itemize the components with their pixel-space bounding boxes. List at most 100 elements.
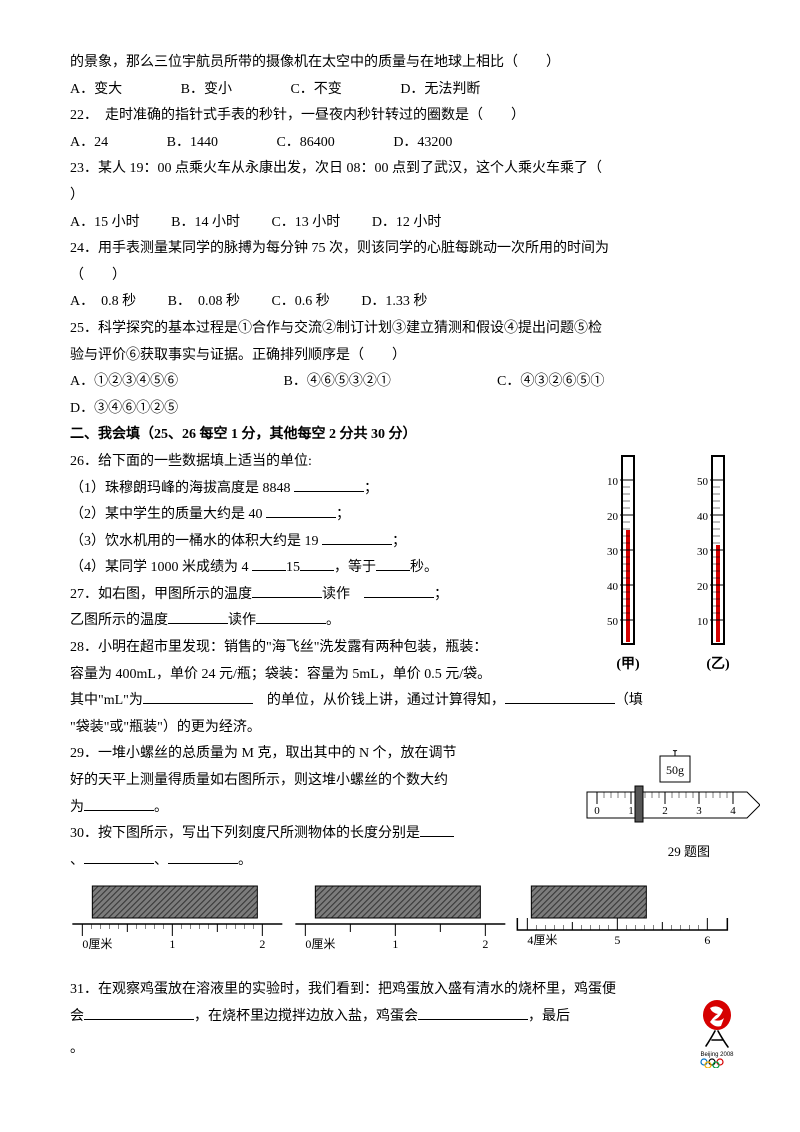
q21-stem: 的景象，那么三位宇航员所带的摄像机在太空中的质量与在地球上相比（ ）: [70, 50, 730, 77]
svg-text:0: 0: [594, 805, 600, 817]
q25-opt-c: C．④③②⑥⑤①: [497, 369, 604, 396]
q27-b: 读作: [322, 587, 364, 602]
q26-l2a: （2）某中学生的质量大约是 40: [70, 507, 266, 522]
svg-text:1: 1: [392, 937, 398, 951]
thermo-yi: 50 40 30 20 10: [697, 456, 724, 644]
svg-text:5: 5: [615, 933, 621, 947]
q23-options: A．15 小时 B．14 小时 C．13 小时 D．12 小时: [70, 210, 730, 237]
q26-line2: （2）某中学生的质量大约是 40 ；: [70, 502, 560, 529]
q24-stem1: 24．用手表测量某同学的脉搏为每分钟 75 次，则该同学的心脏每跳动一次所用的时…: [70, 236, 730, 263]
q28-line3: 其中"mL"为 的单位，从价钱上讲，通过计算得知， （填: [70, 688, 730, 715]
svg-text:(甲): (甲): [616, 656, 640, 672]
q24-opt-b: B． 0.08 秒: [168, 289, 240, 316]
q29-line3: 为。: [70, 795, 550, 822]
q23-opt-a: A．15 小时: [70, 210, 140, 237]
blank: [294, 477, 364, 492]
q26-line1: （1）珠穆朗玛峰的海拔高度是 8848 ；: [70, 476, 560, 503]
q22-stem: 22． 走时准确的指针式手表的秒针，一昼夜内秒针转过的圈数是（ ）: [70, 103, 730, 130]
blank: [322, 530, 392, 545]
q28-line1: 28．小明在超市里发现：销售的"海飞丝"洗发露有两种包装，瓶装：: [70, 635, 560, 662]
q24-options: A． 0.8 秒 B． 0.08 秒 C．0.6 秒 D．1.33 秒: [70, 289, 730, 316]
thermo-jia: 10 20 30 40 50: [607, 456, 634, 644]
q22-opt-b: B．1440: [167, 130, 218, 157]
svg-text:0厘米: 0厘米: [82, 937, 112, 951]
svg-text:4: 4: [730, 805, 736, 817]
q21-opt-d: D．无法判断: [400, 77, 480, 104]
q27-c: ；: [434, 587, 448, 602]
q23-stem2: ）: [70, 183, 730, 210]
q26-l4b: 15: [286, 560, 300, 575]
section2-title: 二、我会填（25、26 每空 1 分，其他每空 2 分共 30 分）: [70, 422, 730, 449]
balance-label: 29 题图: [668, 840, 710, 865]
q31-c: ，在烧杯里边搅拌边放入盐，鸡蛋会: [194, 1009, 418, 1024]
q26-l1a: （1）珠穆朗玛峰的海拔高度是 8848: [70, 481, 294, 496]
q28-c: 其中"mL"为: [70, 693, 143, 708]
q31-line2: 会 ，在烧杯里边搅拌边放入盐，鸡蛋会 ，最后: [70, 1004, 730, 1031]
q29-d: 。: [154, 800, 168, 815]
q23-stem1: 23．某人 19：00 点乘火车从永康出发，次日 08：00 点到了武汉，这个人…: [70, 156, 730, 183]
q26-line3: （3）饮水机用的一桶水的体积大约是 19 ；: [70, 529, 560, 556]
q31-b: 会: [70, 1009, 84, 1024]
blank: [168, 849, 238, 864]
q24-opt-a: A． 0.8 秒: [70, 289, 136, 316]
q24-opt-d: D．1.33 秒: [361, 289, 427, 316]
q27-d: 乙图所示的温度: [70, 613, 168, 628]
svg-text:2: 2: [662, 805, 668, 817]
q25-stem1: 25．科学探究的基本过程是①合作与交流②制订计划③建立猜测和假设④提出问题⑤检: [70, 316, 730, 343]
blank: [364, 583, 434, 598]
ruler-1: 0厘米 1 2: [70, 882, 285, 963]
q30-line1: 30．按下图所示，写出下列刻度尺所测物体的长度分别是: [70, 821, 550, 848]
q29-c: 为: [70, 800, 84, 815]
svg-text:20: 20: [697, 581, 709, 593]
q26-stem: 26．给下面的一些数据填上适当的单位:: [70, 449, 560, 476]
q24-stem2: （ ）: [70, 263, 730, 290]
svg-text:6: 6: [705, 933, 711, 947]
q26-line4: （4）某同学 1000 米成绩为 4 15，等于秒。: [70, 555, 560, 582]
svg-text:30: 30: [607, 546, 619, 558]
q30-b: 、: [70, 853, 84, 868]
q28-line2: 容量为 400mL，单价 24 元/瓶；袋装：容量为 5mL，单价 0.5 元/…: [70, 662, 560, 689]
q26-l4a: （4）某同学 1000 米成绩为 4: [70, 560, 252, 575]
blank: [252, 583, 322, 598]
blank: [266, 503, 336, 518]
q27-line2: 乙图所示的温度读作。: [70, 608, 560, 635]
q26-l4d: 秒。: [410, 560, 438, 575]
q25-stem2: 验与评价⑥获取事实与证据。正确排列顺序是（ ）: [70, 343, 730, 370]
thermometer-figure: 10 20 30 40 50: [590, 450, 750, 691]
q21-opt-c: C．不变: [290, 77, 341, 104]
blank: [252, 556, 286, 571]
q27-e: 读作: [228, 613, 256, 628]
blank: [84, 796, 154, 811]
rulers-figure: 0厘米 1 2 0厘米 1 2: [70, 882, 730, 963]
q26-l3a: （3）饮水机用的一桶水的体积大约是 19: [70, 534, 322, 549]
q26-l1b: ；: [364, 481, 378, 496]
q28-d: 的单位，从价钱上讲，通过计算得知，: [253, 693, 505, 708]
q21-options: A．变大 B．变小 C．不变 D．无法判断: [70, 77, 730, 104]
q21-opt-b: B．变小: [181, 77, 232, 104]
q31-d: ，最后: [528, 1009, 570, 1024]
q31-line3: 。: [70, 1036, 730, 1063]
svg-text:50g: 50g: [666, 763, 684, 777]
blank: [376, 556, 410, 571]
q30-a: 30．按下图所示，写出下列刻度尺所测物体的长度分别是: [70, 826, 420, 841]
svg-text:1: 1: [628, 805, 634, 817]
ruler-3: 4厘米 5 6: [515, 882, 730, 963]
q30-c: 、: [154, 853, 168, 868]
q28-e: （填: [615, 693, 643, 708]
svg-text:0厘米: 0厘米: [305, 937, 335, 951]
q23-opt-d: D．12 小时: [372, 210, 442, 237]
q27-a: 27．如右图，甲图所示的温度: [70, 587, 252, 602]
q23-opt-b: B．14 小时: [171, 210, 240, 237]
svg-text:3: 3: [696, 805, 702, 817]
blank: [256, 609, 326, 624]
svg-text:10: 10: [697, 616, 709, 628]
svg-text:10: 10: [607, 476, 619, 488]
beijing-2008-logo-icon: Beijing 2008: [690, 998, 745, 1068]
q31-line1: 31．在观察鸡蛋放在溶液里的实验时，我们看到：把鸡蛋放入盛有清水的烧杯里，鸡蛋便: [70, 977, 730, 1004]
q28-line4: "袋装"或"瓶装"）的更为经济。: [70, 715, 550, 742]
blank: [300, 556, 334, 571]
q29-line2: 好的天平上测量得质量如右图所示，则这堆小螺丝的个数大约: [70, 768, 550, 795]
q29-line1: 29．一堆小螺丝的总质量为 M 克，取出其中的 N 个，放在调节: [70, 741, 550, 768]
q23-opt-c: C．13 小时: [271, 210, 340, 237]
blank: [84, 1005, 194, 1020]
